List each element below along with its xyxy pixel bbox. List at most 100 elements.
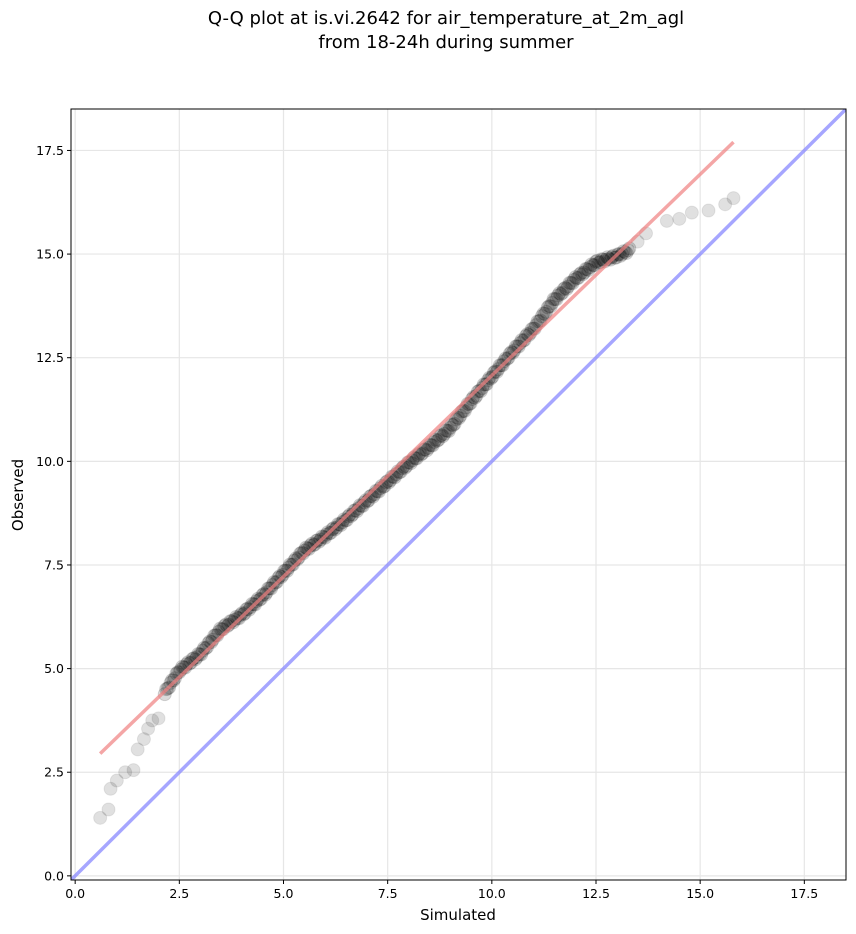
y-tick-label: 15.0 xyxy=(36,247,64,262)
x-tick-label: 0.0 xyxy=(65,886,85,901)
qq-point xyxy=(530,314,545,329)
qq-point xyxy=(419,443,434,458)
qq-point xyxy=(408,451,423,466)
y-axis-label: Observed xyxy=(9,459,27,531)
qq-point xyxy=(182,656,197,671)
qq-point xyxy=(574,265,589,280)
data-points xyxy=(93,191,741,825)
y-tick-label: 2.5 xyxy=(44,765,64,780)
qq-point xyxy=(492,358,507,373)
qq-point xyxy=(558,280,573,295)
qq-point xyxy=(310,533,325,548)
qq-point xyxy=(585,258,600,273)
qq-point xyxy=(588,254,603,269)
qq-point xyxy=(441,424,456,439)
qq-point xyxy=(511,339,526,354)
qq-point xyxy=(449,412,464,427)
qq-point xyxy=(534,309,549,324)
qq-point xyxy=(591,255,606,270)
qq-point xyxy=(470,384,485,399)
qq-point xyxy=(472,383,487,398)
qq-point xyxy=(431,432,446,447)
x-axis: 0.0 2.5 5.0 7.5 10.0 12.5 15.0 17.5 xyxy=(65,880,818,901)
qq-point xyxy=(315,529,330,544)
qq-point xyxy=(583,260,598,275)
qq-point xyxy=(434,428,449,443)
y-tick-label: 5.0 xyxy=(44,661,64,676)
qq-point xyxy=(446,418,461,433)
qq-point xyxy=(478,377,493,392)
y-axis: 0.0 2.5 5.0 7.5 10.0 12.5 15.0 17.5 xyxy=(36,143,71,883)
qq-point xyxy=(141,721,156,736)
qq-point xyxy=(433,429,448,444)
qq-point xyxy=(183,655,198,670)
x-tick-label: 7.5 xyxy=(378,886,398,901)
x-axis-label: Simulated xyxy=(420,906,496,924)
qq-point xyxy=(435,429,450,444)
qq-point xyxy=(584,257,599,272)
qq-point xyxy=(568,270,583,285)
qq-point xyxy=(261,581,276,596)
qq-point xyxy=(594,252,609,267)
qq-point xyxy=(418,442,433,457)
y-tick-label: 7.5 xyxy=(44,557,64,572)
qq-point xyxy=(561,279,576,294)
qq-point xyxy=(415,446,430,461)
qq-point xyxy=(422,437,437,452)
qq-point xyxy=(581,262,596,277)
qq-point xyxy=(230,610,245,625)
qq-point xyxy=(440,423,455,438)
qq-point xyxy=(213,621,228,636)
qq-point xyxy=(569,271,584,286)
qq-point xyxy=(498,351,513,366)
x-tick-label: 5.0 xyxy=(274,886,294,901)
qq-point xyxy=(578,262,593,277)
qq-point xyxy=(157,687,172,702)
x-tick-label: 15.0 xyxy=(686,886,714,901)
qq-point xyxy=(103,781,118,796)
qq-point xyxy=(540,300,555,315)
qq-point xyxy=(548,292,563,307)
qq-point xyxy=(234,606,249,621)
qq-point xyxy=(167,671,182,686)
qq-point xyxy=(136,732,151,747)
qq-point xyxy=(427,434,442,449)
qq-point xyxy=(424,438,439,453)
y-tick-label: 12.5 xyxy=(36,350,64,365)
qq-point xyxy=(475,380,490,395)
qq-point xyxy=(306,538,321,553)
qq-point xyxy=(616,244,631,259)
qq-point xyxy=(358,493,373,508)
qq-point xyxy=(555,285,570,300)
qq-point xyxy=(285,557,300,572)
qq-point xyxy=(163,675,178,690)
qq-point xyxy=(565,276,580,291)
qq-point xyxy=(564,275,579,290)
x-tick-label: 10.0 xyxy=(478,886,506,901)
qq-point xyxy=(245,596,260,611)
qq-point xyxy=(726,191,741,206)
qq-point xyxy=(543,299,558,314)
y-tick-label: 10.0 xyxy=(36,454,64,469)
x-tick-label: 17.5 xyxy=(790,886,818,901)
qq-point xyxy=(572,267,587,282)
qq-point xyxy=(328,522,343,537)
x-tick-label: 2.5 xyxy=(169,886,189,901)
y-tick-label: 0.0 xyxy=(44,868,64,883)
qq-point xyxy=(545,296,560,311)
qq-point xyxy=(718,197,733,212)
qq-point xyxy=(604,249,619,264)
qq-point xyxy=(542,299,557,314)
qq-point xyxy=(101,802,116,817)
qq-point xyxy=(537,306,552,321)
qq-point xyxy=(421,440,436,455)
qq-point xyxy=(271,570,286,585)
identity-line xyxy=(71,109,846,880)
qq-point xyxy=(566,272,581,287)
qq-point xyxy=(549,292,564,307)
qq-point xyxy=(425,438,440,453)
qq-point xyxy=(348,503,363,518)
plot-frame xyxy=(70,108,847,881)
qq-point xyxy=(192,647,207,662)
